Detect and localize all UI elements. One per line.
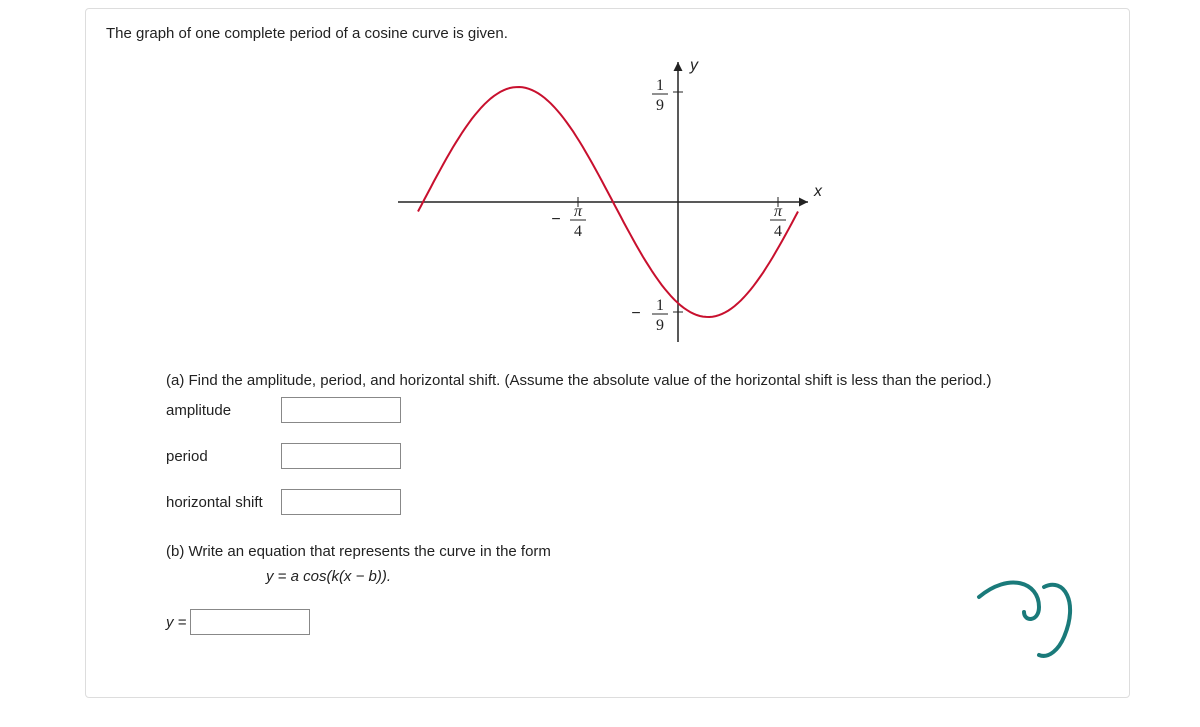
amplitude-row: amplitude xyxy=(166,397,1049,423)
svg-text:1: 1 xyxy=(656,77,664,94)
svg-text:π: π xyxy=(573,203,582,220)
hshift-label: horizontal shift xyxy=(166,494,281,511)
period-row: period xyxy=(166,443,1049,469)
equation-input[interactable] xyxy=(190,609,310,635)
hshift-row: horizontal shift xyxy=(166,489,1049,515)
amplitude-label: amplitude xyxy=(166,402,281,419)
question-intro: The graph of one complete period of a co… xyxy=(106,25,1109,42)
amplitude-input[interactable] xyxy=(281,397,401,423)
svg-text:−: − xyxy=(631,305,640,322)
hshift-input[interactable] xyxy=(281,489,401,515)
part-b-prompt: (b) Write an equation that represents th… xyxy=(166,543,1049,560)
handwritten-scribble xyxy=(969,567,1089,667)
svg-text:9: 9 xyxy=(656,97,664,114)
part-a: (a) Find the amplitude, period, and hori… xyxy=(166,372,1049,515)
y-equals-row: y = xyxy=(166,609,1049,635)
y-equals-label: y = xyxy=(166,614,186,631)
svg-text:4: 4 xyxy=(774,223,782,240)
svg-text:x: x xyxy=(813,183,823,200)
equation-form: y = a cos(k(x − b)). xyxy=(166,568,1049,585)
period-label: period xyxy=(166,448,281,465)
svg-text:1: 1 xyxy=(656,297,664,314)
period-input[interactable] xyxy=(281,443,401,469)
part-a-prompt: (a) Find the amplitude, period, and hori… xyxy=(166,372,1049,389)
svg-text:−: − xyxy=(551,211,560,228)
cosine-graph: yx−π4π419−19 xyxy=(378,52,838,352)
svg-text:9: 9 xyxy=(656,317,664,334)
svg-text:π: π xyxy=(773,203,782,220)
svg-text:y: y xyxy=(689,57,699,74)
svg-text:4: 4 xyxy=(574,223,582,240)
question-container: The graph of one complete period of a co… xyxy=(85,8,1130,698)
graph-wrapper: yx−π4π419−19 xyxy=(106,52,1109,352)
part-b: (b) Write an equation that represents th… xyxy=(166,543,1049,635)
